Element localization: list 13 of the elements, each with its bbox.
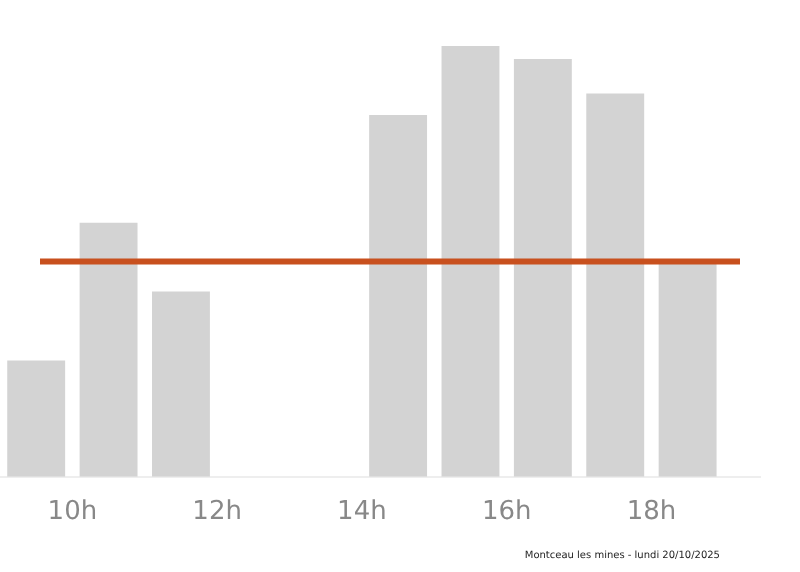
bar — [513, 58, 572, 477]
x-tick-label: 18h — [626, 497, 677, 528]
x-tick-label: 16h — [481, 497, 532, 528]
bar — [79, 222, 138, 477]
x-tick-label: 12h — [192, 497, 242, 528]
bar — [441, 46, 500, 477]
bar — [152, 291, 210, 477]
bar — [369, 114, 428, 477]
x-tick-label: 10h — [47, 497, 98, 528]
x-tick-label: 14h — [337, 497, 387, 528]
bar — [586, 93, 645, 477]
bar — [7, 360, 66, 477]
bar — [658, 261, 717, 477]
